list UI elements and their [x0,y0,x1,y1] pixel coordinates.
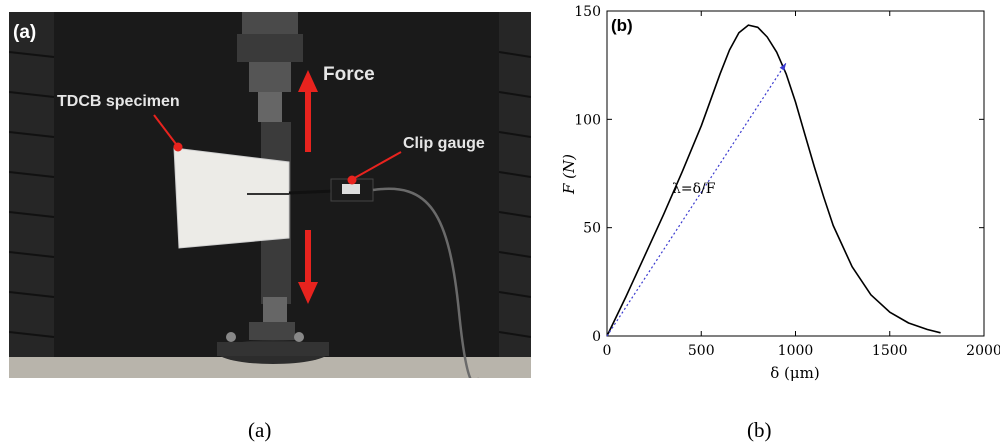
upper-grip [237,12,303,218]
tdcb-specimen [173,147,290,249]
x-axis-label: δ (μm) [770,364,819,382]
compliance-label: λ=δ/F [672,181,716,197]
floor [9,357,531,378]
force-curve-line [606,24,941,337]
force-arrow-up [298,70,318,152]
clip-gauge-label: Clip gauge [403,135,485,152]
plot-frame [606,10,985,337]
annotation-group: λ=δ/F [606,62,787,337]
y-tick-label: 0 [592,329,601,345]
y-tick-label: 50 [583,221,601,237]
x-tick-label: 2000 [966,343,1000,359]
clip-leader [350,151,402,181]
specimen-leader [153,114,180,149]
x-tick-label: 0 [603,343,612,359]
compliance-line [606,62,787,337]
x-tick-label: 1000 [778,343,814,359]
axis-ticks: 0 500 1000 1500 2000 0 50 100 150 [574,4,1000,359]
y-tick-label: 150 [574,4,601,20]
compliance-arrowhead [779,63,787,71]
y-axis-label: F (N) [560,154,578,195]
force-displacement-chart: 0 500 1000 1500 2000 0 50 100 150 λ=δ/F (b) δ (μ… [560,4,1000,382]
x-tick-label: 500 [688,343,715,359]
foam-left [9,12,55,378]
foam-right [498,12,531,378]
clip-gauge [288,178,479,378]
specimen-label: TDCB specimen [57,93,180,110]
panel-label-b: (b) [611,16,633,35]
photo-panel: (a) Force TDCB specimen Clip gauge [9,12,531,378]
specimen-marker [173,142,183,152]
panel-label-a: (a) [13,22,36,43]
x-tick-label: 1500 [872,343,908,359]
caption-a: (a) [248,418,272,442]
force-arrow-down [298,230,318,304]
clip-marker [347,175,357,185]
y-tick-label: 100 [574,112,601,128]
force-label: Force [323,64,375,85]
caption-b: (b) [747,418,772,442]
series-group [606,24,941,337]
